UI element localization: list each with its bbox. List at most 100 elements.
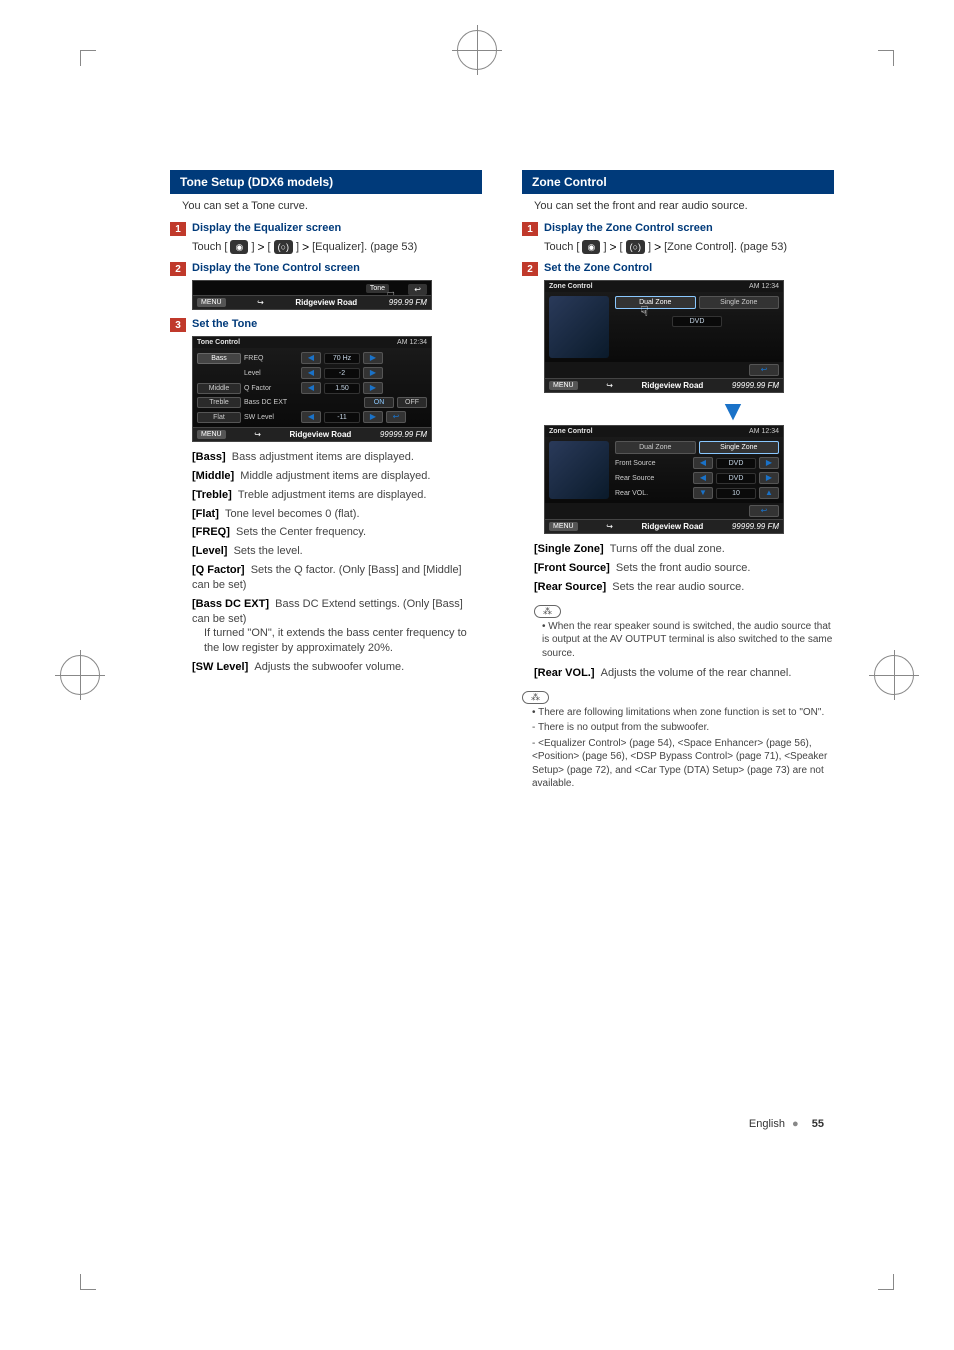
prev-button[interactable]: ◀: [693, 457, 713, 469]
registration-mark-right: [874, 655, 914, 695]
note-icon: ⁂: [522, 691, 549, 704]
menu-button[interactable]: MENU: [549, 381, 578, 390]
single-zone-tab[interactable]: Single Zone: [699, 296, 780, 309]
tone-step-2: 2 Display the Tone Control screen: [170, 262, 482, 276]
left-column: Tone Setup (DDX6 models) You can set a T…: [170, 170, 482, 793]
prev-button[interactable]: ◀: [693, 472, 713, 484]
def-body: Adjusts the subwoofer volume.: [254, 661, 404, 673]
album-art-placeholder: [549, 296, 609, 358]
touch-text: ]: [603, 241, 606, 253]
next-button[interactable]: ▶: [759, 457, 779, 469]
middle-tab[interactable]: Middle: [197, 383, 241, 394]
bass-tab[interactable]: Bass: [197, 353, 241, 364]
note-list-2: There are following limitations when zon…: [532, 706, 834, 720]
menu-button[interactable]: MENU: [197, 430, 226, 439]
def-term: [Level]: [192, 545, 227, 557]
front-source-label: Front Source: [615, 460, 690, 467]
single-zone-tab[interactable]: Single Zone: [699, 441, 780, 454]
rear-source-label: Rear Source: [615, 475, 690, 482]
crop-mark-tr: [878, 50, 894, 66]
def-body: Sets the rear audio source.: [612, 581, 744, 593]
tone-step-1-body: Touch [ ◉ ] > [ (○) ] > [Equalizer]. (pa…: [192, 240, 482, 254]
def-term: [Front Source]: [534, 562, 610, 574]
def-body: Sets the Center frequency.: [236, 526, 366, 538]
zone-definitions: [Single Zone] Turns off the dual zone. […: [534, 542, 834, 595]
step-number: 3: [170, 318, 186, 332]
step-number: 1: [170, 222, 186, 236]
frequency-readout: 999.99 FM: [389, 298, 427, 307]
def-body: Treble adjustment items are displayed.: [238, 489, 427, 501]
note-item: There are following limitations when zon…: [532, 706, 834, 720]
def-body: Sets the front audio source.: [616, 562, 751, 574]
decrease-button[interactable]: ◀: [301, 367, 321, 379]
increase-button[interactable]: ▶: [363, 367, 383, 379]
decrease-button[interactable]: ◀: [301, 352, 321, 364]
volume-down-button[interactable]: ▼: [693, 487, 713, 499]
dual-zone-tab[interactable]: Dual Zone: [615, 441, 696, 454]
registration-mark-top: [457, 30, 497, 70]
menu-button[interactable]: MENU: [197, 298, 226, 307]
menu-button[interactable]: MENU: [549, 522, 578, 531]
road-name: Ridgeview Road: [289, 430, 351, 439]
return-button[interactable]: ↩: [749, 505, 779, 517]
screen-title: Tone Control: [197, 339, 240, 346]
decrease-button[interactable]: ◀: [301, 411, 321, 423]
equalizer-screen-mock: Tone ↩ ☟ MENU ↪ Ridgeview Road 999.99 FM: [192, 280, 432, 310]
def-body: Tone level becomes 0 (flat).: [225, 508, 360, 520]
def-term: [Rear Source]: [534, 581, 606, 593]
right-column: Zone Control You can set the front and r…: [522, 170, 834, 793]
clock: AM 12:34: [397, 339, 427, 346]
return-button[interactable]: ↩: [749, 364, 779, 376]
level-value: -2: [324, 368, 360, 379]
sw-level-value: -11: [324, 412, 360, 423]
step-title: Set the Zone Control: [544, 262, 652, 274]
finger-cursor-icon: ☟: [640, 303, 649, 320]
level-label: Level: [244, 370, 298, 377]
road-name: Ridgeview Road: [641, 381, 703, 390]
zone-control-screen-1: Zone Control AM 12:34 Dual Zone Single Z…: [544, 280, 784, 393]
def-extra: If turned "ON", it extends the bass cent…: [204, 626, 482, 656]
touch-text: [: [268, 241, 271, 253]
page-number: 55: [812, 1118, 824, 1130]
treble-tab[interactable]: Treble: [197, 397, 241, 408]
step-title: Display the Tone Control screen: [192, 262, 360, 274]
arrow-sep-icon: >: [302, 240, 309, 254]
off-toggle[interactable]: OFF: [397, 397, 427, 408]
volume-up-button[interactable]: ▲: [759, 487, 779, 499]
dual-zone-tab[interactable]: Dual Zone: [615, 296, 696, 309]
menu-icon: ◉: [582, 240, 600, 254]
arrow-sep-icon: >: [654, 240, 661, 254]
source-value: DVD: [672, 316, 722, 327]
step-title: Set the Tone: [192, 318, 257, 330]
bass-dc-ext-label: Bass DC EXT: [244, 399, 304, 406]
note-item: When the rear speaker sound is switched,…: [542, 620, 834, 661]
def-term: [SW Level]: [192, 661, 248, 673]
def-term: [Treble]: [192, 489, 232, 501]
increase-button[interactable]: ▶: [363, 411, 383, 423]
increase-button[interactable]: ▶: [363, 352, 383, 364]
increase-button[interactable]: ▶: [363, 382, 383, 394]
clock: AM 12:34: [749, 283, 779, 290]
on-toggle[interactable]: ON: [364, 397, 394, 408]
def-term: [Bass DC EXT]: [192, 598, 269, 610]
decrease-button[interactable]: ◀: [301, 382, 321, 394]
arrow-right-icon: ↪: [254, 430, 261, 439]
arrow-sep-icon: >: [610, 240, 617, 254]
tone-step-1: 1 Display the Equalizer screen: [170, 222, 482, 236]
q-factor-label: Q Factor: [244, 385, 298, 392]
return-button[interactable]: ↩: [408, 284, 427, 295]
crop-mark-br: [878, 1274, 894, 1290]
freq-value: 70 Hz: [324, 353, 360, 364]
rear-vol-value: 10: [716, 488, 756, 499]
flat-tab[interactable]: Flat: [197, 412, 241, 423]
zone-control-screen-2: Zone Control AM 12:34 Dual Zone Single Z…: [544, 425, 784, 534]
note-subitem: <Equalizer Control> (page 54), <Space En…: [532, 737, 834, 791]
front-source-value: DVD: [716, 458, 756, 469]
arrow-right-icon: ↪: [257, 298, 264, 307]
return-button[interactable]: ↩: [386, 411, 406, 423]
next-button[interactable]: ▶: [759, 472, 779, 484]
zone-step-2: 2 Set the Zone Control: [522, 262, 834, 276]
screen-title: Zone Control: [549, 283, 593, 290]
step-number: 2: [522, 262, 538, 276]
audio-icon: (○): [274, 240, 293, 254]
